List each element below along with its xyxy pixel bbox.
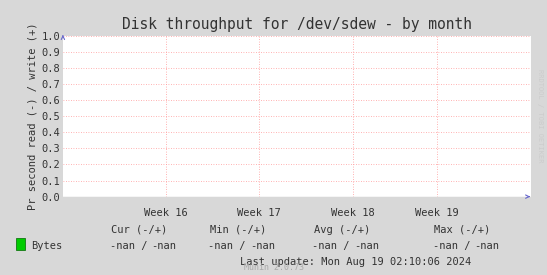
- Text: Munin 2.0.73: Munin 2.0.73: [243, 263, 304, 272]
- Text: -nan: -nan: [474, 241, 499, 251]
- Text: -nan /: -nan /: [208, 241, 246, 251]
- Y-axis label: Pr second read (-) / write (+): Pr second read (-) / write (+): [27, 23, 37, 210]
- Text: -nan: -nan: [354, 241, 379, 251]
- Text: Min (-/+): Min (-/+): [210, 225, 266, 235]
- Text: -nan /: -nan /: [433, 241, 470, 251]
- Text: Week 19: Week 19: [415, 208, 459, 218]
- Text: Avg (-/+): Avg (-/+): [314, 225, 370, 235]
- Text: RRDTOOL / TOBI OETIKER: RRDTOOL / TOBI OETIKER: [537, 69, 543, 162]
- Title: Disk throughput for /dev/sdew - by month: Disk throughput for /dev/sdew - by month: [122, 17, 472, 32]
- Text: Week 18: Week 18: [331, 208, 375, 218]
- Text: Week 16: Week 16: [144, 208, 188, 218]
- Text: -nan: -nan: [152, 241, 177, 251]
- Text: Max (-/+): Max (-/+): [434, 225, 490, 235]
- Text: -nan /: -nan /: [110, 241, 147, 251]
- Text: -nan /: -nan /: [312, 241, 350, 251]
- Text: Cur (-/+): Cur (-/+): [112, 225, 167, 235]
- Text: Last update: Mon Aug 19 02:10:06 2024: Last update: Mon Aug 19 02:10:06 2024: [240, 257, 471, 267]
- Text: Week 17: Week 17: [237, 208, 281, 218]
- Text: -nan: -nan: [250, 241, 275, 251]
- Text: Bytes: Bytes: [31, 241, 62, 251]
